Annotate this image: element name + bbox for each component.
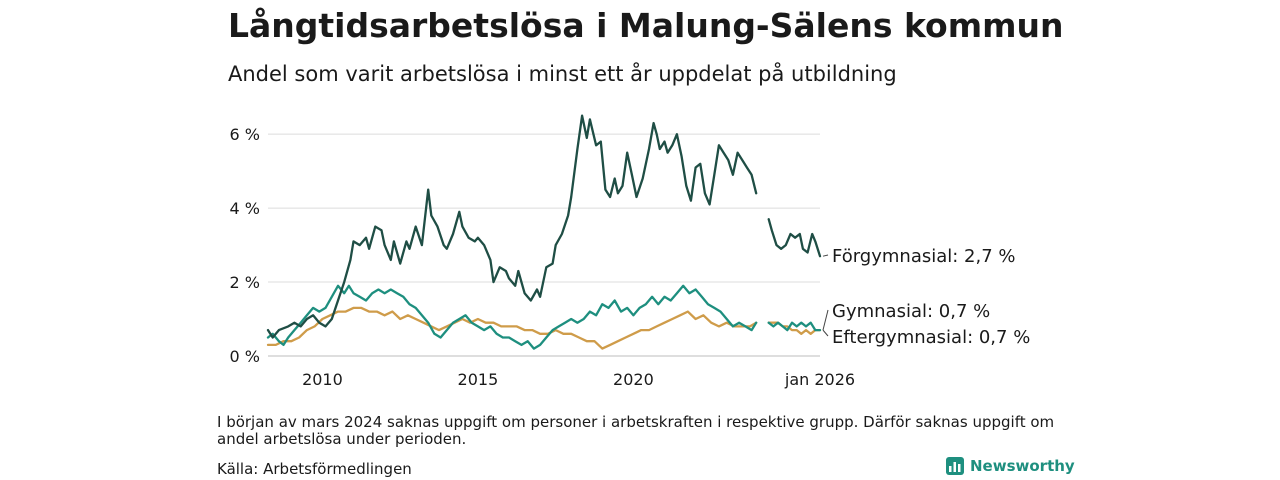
line-chart: 0 % 2 % 4 % 6 % 2010 2015 2020 jan 2026 Förgymn… xyxy=(230,114,1030,389)
series-line-eftergymnasial xyxy=(266,306,822,350)
x-tick-label: jan 2026 xyxy=(784,370,855,389)
brand-logo[interactable]: Newsworthy xyxy=(946,457,1075,475)
brand-name: Newsworthy xyxy=(970,457,1075,475)
x-tick-label: 2010 xyxy=(302,370,343,389)
label-leader xyxy=(822,309,829,331)
series-line-förgymnasial xyxy=(266,114,822,339)
y-tick-label: 0 % xyxy=(230,347,260,366)
series-line-gymnasial xyxy=(266,284,822,350)
x-tick-label: 2020 xyxy=(613,370,654,389)
x-tick-label: 2015 xyxy=(458,370,499,389)
series-label: Gymnasial: 0,7 % xyxy=(832,301,990,322)
label-leader xyxy=(822,329,829,337)
source-text: Källa: Arbetsförmedlingen xyxy=(217,460,412,478)
y-tick-label: 6 % xyxy=(230,125,260,144)
series-label: Förgymnasial: 2,7 % xyxy=(832,246,1016,267)
gridlines xyxy=(268,133,820,357)
chart-title: Långtidsarbetslösa i Malung-Sälens kommu… xyxy=(228,6,1064,45)
y-tick-label: 4 % xyxy=(230,199,260,218)
footnote: I början av mars 2024 saknas uppgift om … xyxy=(217,413,1055,448)
bar-chart-icon xyxy=(946,457,964,475)
label-leader xyxy=(822,254,829,257)
axis-labels: 0 % 2 % 4 % 6 % 2010 2015 2020 jan 2026 xyxy=(230,125,856,389)
series-labels: Förgymnasial: 2,7 % Gymnasial: 0,7 % Efter… xyxy=(822,246,1030,348)
series-label: Eftergymnasial: 0,7 % xyxy=(832,327,1030,348)
series-lines xyxy=(266,114,822,350)
chart-subtitle: Andel som varit arbetslösa i minst ett å… xyxy=(228,62,897,86)
y-tick-label: 2 % xyxy=(230,273,260,292)
